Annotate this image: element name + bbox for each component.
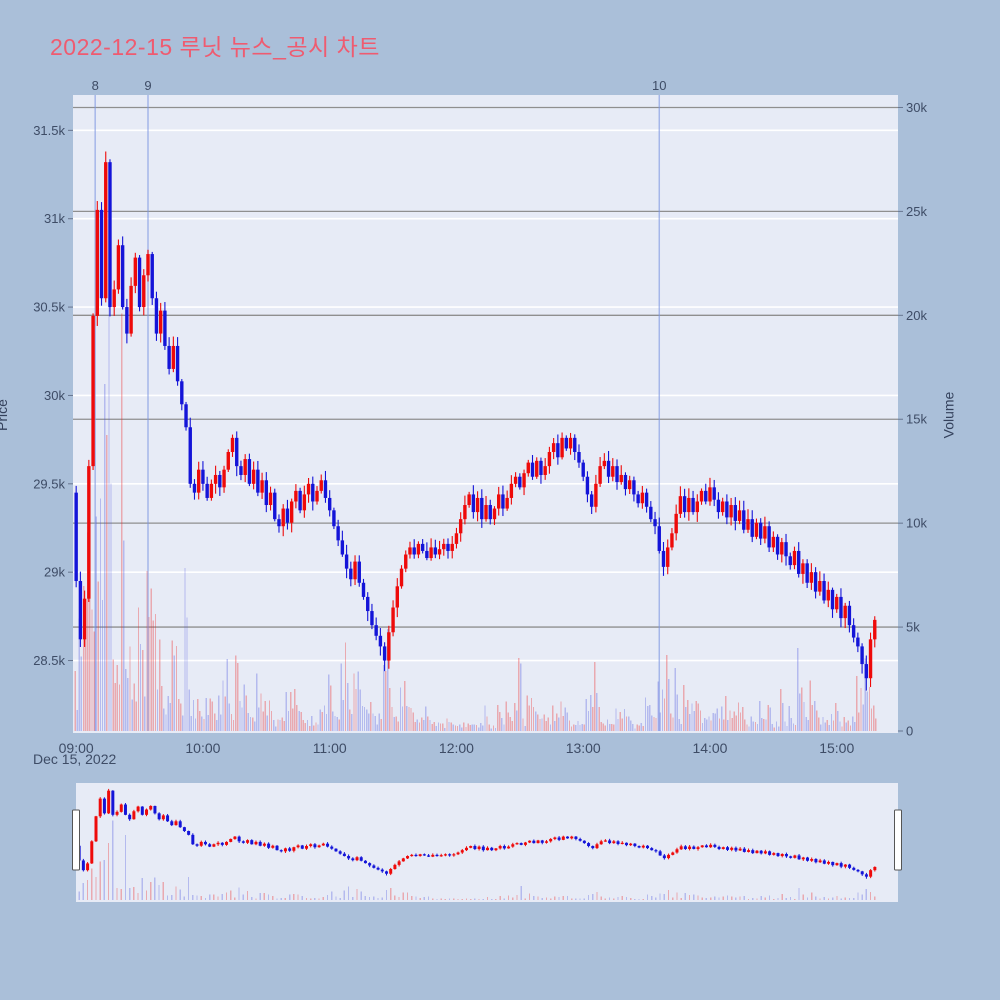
candlestick-series[interactable] [74,151,877,691]
price-tick-31k: 31k [44,211,65,226]
volume-tick-15k: 15k [906,412,927,427]
slider-left-handle[interactable] [72,809,80,871]
slider-right-handle[interactable] [894,809,902,871]
event-lines [94,95,661,731]
price-tick-30.5k: 30.5k [33,300,65,315]
event-label-9: 9 [144,78,151,93]
axis-tick-labels: 8 9 10 31.5k 31k 30.5k 30k 29.5k 29k 28.5k 30k 25k 2… [33,78,927,756]
price-tick-29.5k: 29.5k [33,476,65,491]
price-tick-31.5k: 31.5k [33,123,65,138]
price-tick-28.5k: 28.5k [33,653,65,668]
volume-tick-5k: 5k [906,620,920,635]
x-tick-11:00: 11:00 [313,740,347,756]
date-label: Dec 15, 2022 [33,751,117,767]
event-label-10: 10 [652,78,666,93]
volume-tick-0: 0 [906,724,913,739]
volume-bars [74,230,877,731]
volume-tick-30k: 30k [906,100,927,115]
x-tick-09:00: 09:00 [59,740,94,756]
price-tick-29k: 29k [44,565,65,580]
x-tick-12:00: 12:00 [439,740,474,756]
volume-tick-10k: 10k [906,516,927,531]
x-tick-10:00: 10:00 [185,740,220,756]
x-tick-14:00: 14:00 [692,740,727,756]
chart-title: 2022-12-15 루닛 뉴스_공시 차트 [50,34,380,60]
x-tick-15:00: 15:00 [819,740,854,756]
volume-tick-25k: 25k [906,204,927,219]
gridlines [73,106,898,662]
range-slider[interactable] [72,788,902,900]
event-label-8: 8 [92,78,99,93]
x-tick-13:00: 13:00 [566,740,601,756]
volume-tick-20k: 20k [906,308,927,323]
price-tick-30k: 30k [44,388,65,403]
